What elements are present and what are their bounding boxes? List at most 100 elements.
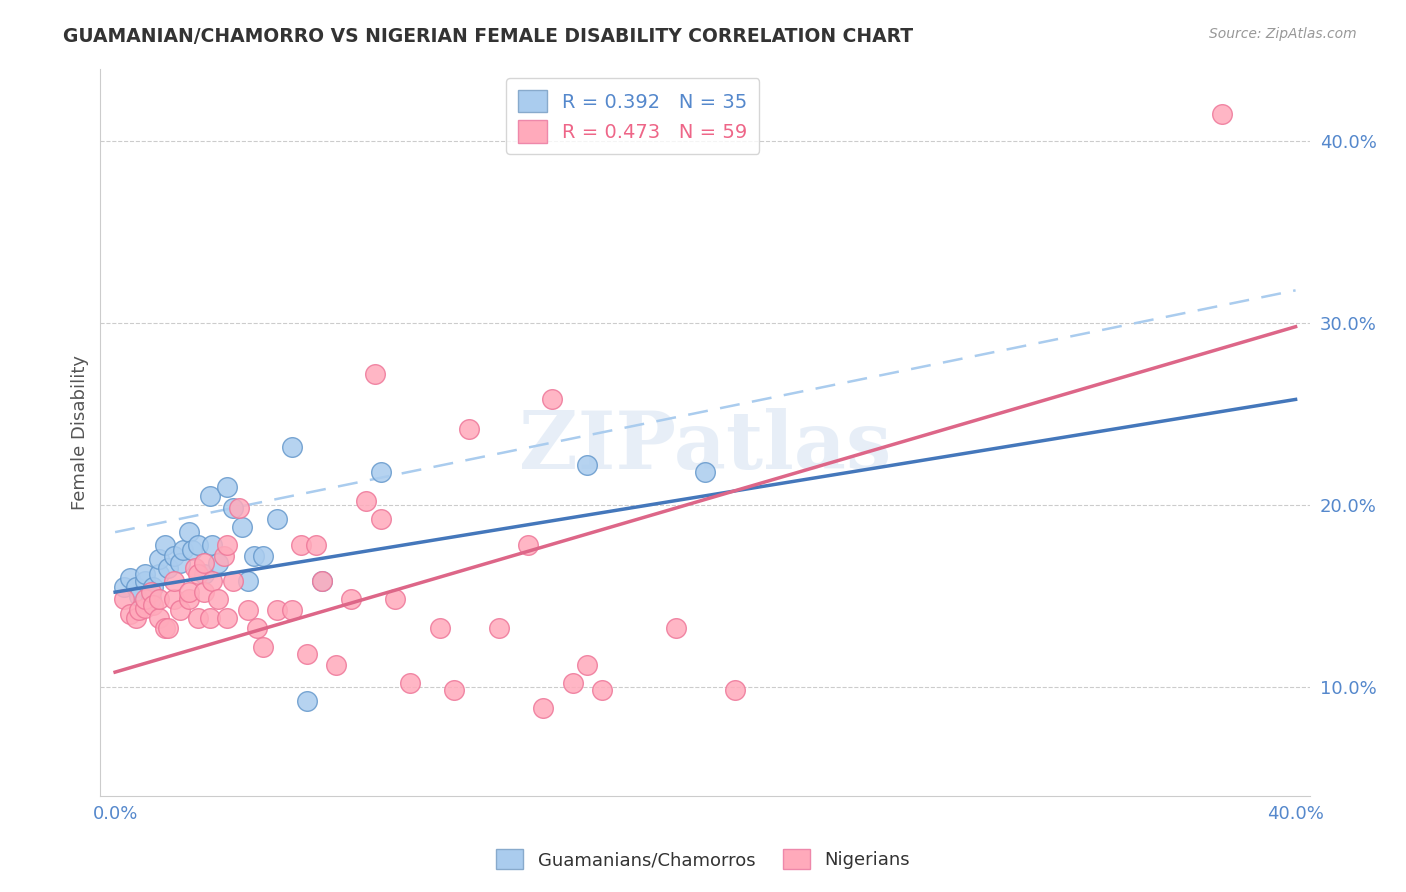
Point <box>128 603 150 617</box>
Point <box>157 622 180 636</box>
Point <box>125 580 148 594</box>
Point <box>193 556 215 570</box>
Point <box>222 501 245 516</box>
Point <box>266 603 288 617</box>
Point <box>228 501 250 516</box>
Point <box>184 561 207 575</box>
Point <box>576 458 599 472</box>
Point <box>295 694 318 708</box>
Point <box>207 592 229 607</box>
Y-axis label: Female Disability: Female Disability <box>72 355 89 509</box>
Point <box>252 640 274 654</box>
Point <box>148 566 170 581</box>
Point <box>148 552 170 566</box>
Point <box>177 592 200 607</box>
Point <box>295 647 318 661</box>
Point <box>252 549 274 563</box>
Point <box>139 585 162 599</box>
Point <box>201 574 224 589</box>
Point <box>311 574 333 589</box>
Point <box>695 465 717 479</box>
Point <box>429 622 451 636</box>
Point <box>236 603 259 617</box>
Point <box>384 592 406 607</box>
Point <box>207 556 229 570</box>
Point <box>354 494 377 508</box>
Point <box>177 525 200 540</box>
Text: ZIPatlas: ZIPatlas <box>519 408 891 485</box>
Point <box>217 538 239 552</box>
Point <box>266 512 288 526</box>
Point <box>142 580 165 594</box>
Point <box>118 571 141 585</box>
Point <box>370 465 392 479</box>
Point <box>134 574 156 589</box>
Point <box>561 676 583 690</box>
Point <box>370 512 392 526</box>
Point <box>112 580 135 594</box>
Legend: Guamanians/Chamorros, Nigerians: Guamanians/Chamorros, Nigerians <box>488 839 918 879</box>
Point <box>214 549 236 563</box>
Point <box>576 657 599 672</box>
Point <box>163 574 186 589</box>
Point <box>340 592 363 607</box>
Point <box>724 683 747 698</box>
Point <box>281 440 304 454</box>
Point <box>118 607 141 621</box>
Point <box>246 622 269 636</box>
Point <box>128 589 150 603</box>
Point <box>180 543 202 558</box>
Point <box>134 566 156 581</box>
Point <box>198 610 221 624</box>
Point <box>665 622 688 636</box>
Point <box>399 676 422 690</box>
Point <box>531 701 554 715</box>
Point <box>305 538 328 552</box>
Point <box>364 367 387 381</box>
Legend: R = 0.392   N = 35, R = 0.473   N = 59: R = 0.392 N = 35, R = 0.473 N = 59 <box>506 78 759 154</box>
Point <box>125 610 148 624</box>
Point <box>222 574 245 589</box>
Point <box>187 610 209 624</box>
Point <box>155 538 177 552</box>
Point <box>193 566 215 581</box>
Point <box>231 519 253 533</box>
Point <box>217 480 239 494</box>
Point <box>591 683 613 698</box>
Point <box>172 543 194 558</box>
Point <box>134 592 156 607</box>
Point <box>290 538 312 552</box>
Point <box>488 622 510 636</box>
Point <box>187 538 209 552</box>
Point <box>157 561 180 575</box>
Point <box>148 592 170 607</box>
Point <box>155 622 177 636</box>
Point <box>517 538 540 552</box>
Point <box>236 574 259 589</box>
Point <box>541 392 564 407</box>
Point <box>187 566 209 581</box>
Point <box>163 549 186 563</box>
Point <box>201 538 224 552</box>
Point <box>142 598 165 612</box>
Text: GUAMANIAN/CHAMORRO VS NIGERIAN FEMALE DISABILITY CORRELATION CHART: GUAMANIAN/CHAMORRO VS NIGERIAN FEMALE DI… <box>63 27 914 45</box>
Point <box>458 421 481 435</box>
Point <box>148 610 170 624</box>
Point <box>112 592 135 607</box>
Point <box>169 603 191 617</box>
Point <box>311 574 333 589</box>
Point <box>217 610 239 624</box>
Point <box>163 592 186 607</box>
Point <box>139 592 162 607</box>
Point <box>177 585 200 599</box>
Point <box>134 601 156 615</box>
Point <box>281 603 304 617</box>
Text: Source: ZipAtlas.com: Source: ZipAtlas.com <box>1209 27 1357 41</box>
Point <box>243 549 266 563</box>
Point <box>198 489 221 503</box>
Point <box>169 556 191 570</box>
Point <box>325 657 347 672</box>
Point <box>1211 107 1233 121</box>
Point <box>193 585 215 599</box>
Point <box>443 683 465 698</box>
